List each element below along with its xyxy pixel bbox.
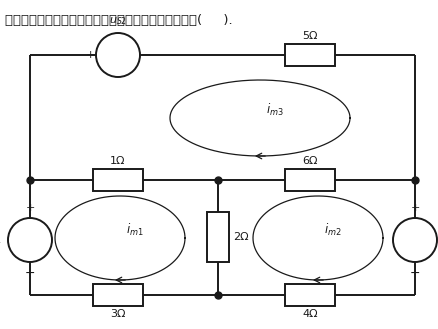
Text: +: +: [410, 203, 419, 213]
FancyBboxPatch shape: [284, 169, 334, 191]
Text: $u_{S2}$: $u_{S2}$: [109, 15, 127, 27]
Text: 1Ω: 1Ω: [110, 156, 125, 166]
FancyBboxPatch shape: [93, 284, 143, 306]
Text: −: −: [141, 48, 151, 62]
Text: $u_{S1}$: $u_{S1}$: [0, 234, 2, 246]
Text: 3Ω: 3Ω: [110, 309, 125, 319]
Text: +: +: [25, 203, 35, 213]
Text: 4Ω: 4Ω: [301, 309, 317, 319]
FancyBboxPatch shape: [284, 284, 334, 306]
Text: 5Ω: 5Ω: [301, 31, 317, 41]
Text: $i_{m1}$: $i_{m1}$: [126, 222, 144, 238]
FancyBboxPatch shape: [93, 169, 143, 191]
FancyBboxPatch shape: [207, 212, 229, 262]
FancyBboxPatch shape: [284, 44, 334, 66]
Text: 6Ω: 6Ω: [301, 156, 317, 166]
Text: $i_{m3}$: $i_{m3}$: [265, 102, 283, 118]
Text: −: −: [409, 267, 419, 280]
Text: −: −: [25, 267, 35, 280]
Text: 在图示电路中，采用网孔电流法，下列描述中正确的是(     ).: 在图示电路中，采用网孔电流法，下列描述中正确的是( ).: [5, 14, 232, 27]
Text: $i_{m2}$: $i_{m2}$: [323, 222, 341, 238]
Text: +: +: [85, 50, 95, 60]
Text: 2Ω: 2Ω: [233, 232, 248, 242]
